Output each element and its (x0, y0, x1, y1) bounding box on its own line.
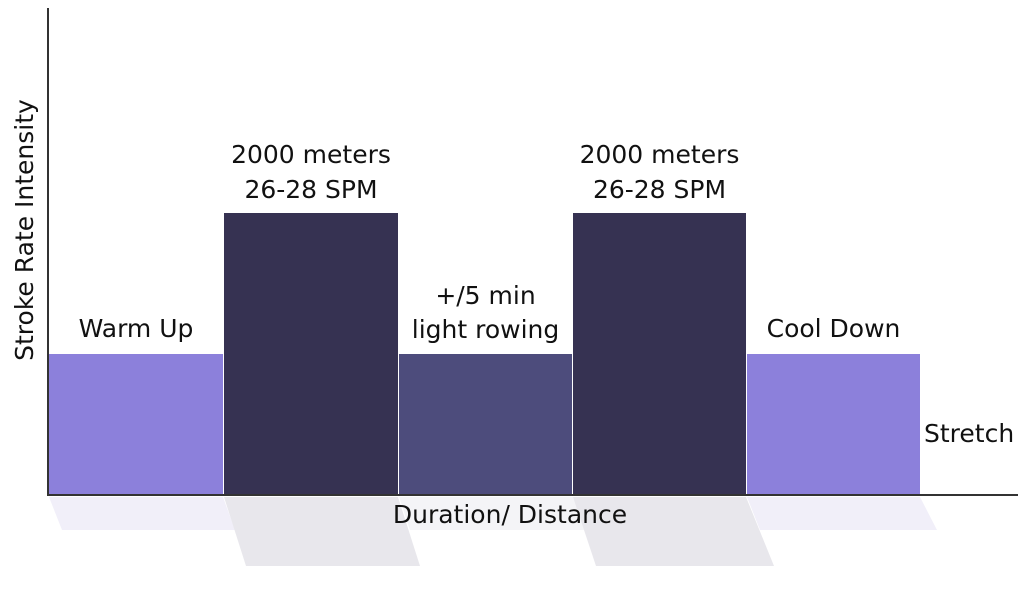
bar-interval-1 (224, 213, 398, 495)
label-warm-up: Warm Up (78, 314, 194, 343)
bar-light-rowing (399, 354, 572, 495)
bar-cool-down (747, 354, 920, 495)
label-interval-1-rate: 26-28 SPM (244, 175, 378, 204)
label-rest-desc: light rowing (411, 315, 560, 344)
y-axis-label: Stroke Rate Intensity (10, 99, 39, 361)
x-axis (47, 494, 1018, 496)
label-interval-2-distance: 2000 meters (579, 140, 740, 169)
label-rest-duration: +/5 min (435, 281, 536, 310)
label-interval-2-rate: 26-28 SPM (592, 175, 727, 204)
bar-shadows (49, 497, 937, 566)
y-axis (47, 8, 49, 496)
bar-warm-up (49, 354, 223, 495)
label-stretch: Stretch (924, 419, 1015, 448)
bar-interval-2 (573, 213, 746, 495)
label-cool-down: Cool Down (766, 314, 901, 343)
x-axis-label: Duration/ Distance (392, 500, 628, 529)
label-interval-1-distance: 2000 meters (231, 140, 391, 169)
